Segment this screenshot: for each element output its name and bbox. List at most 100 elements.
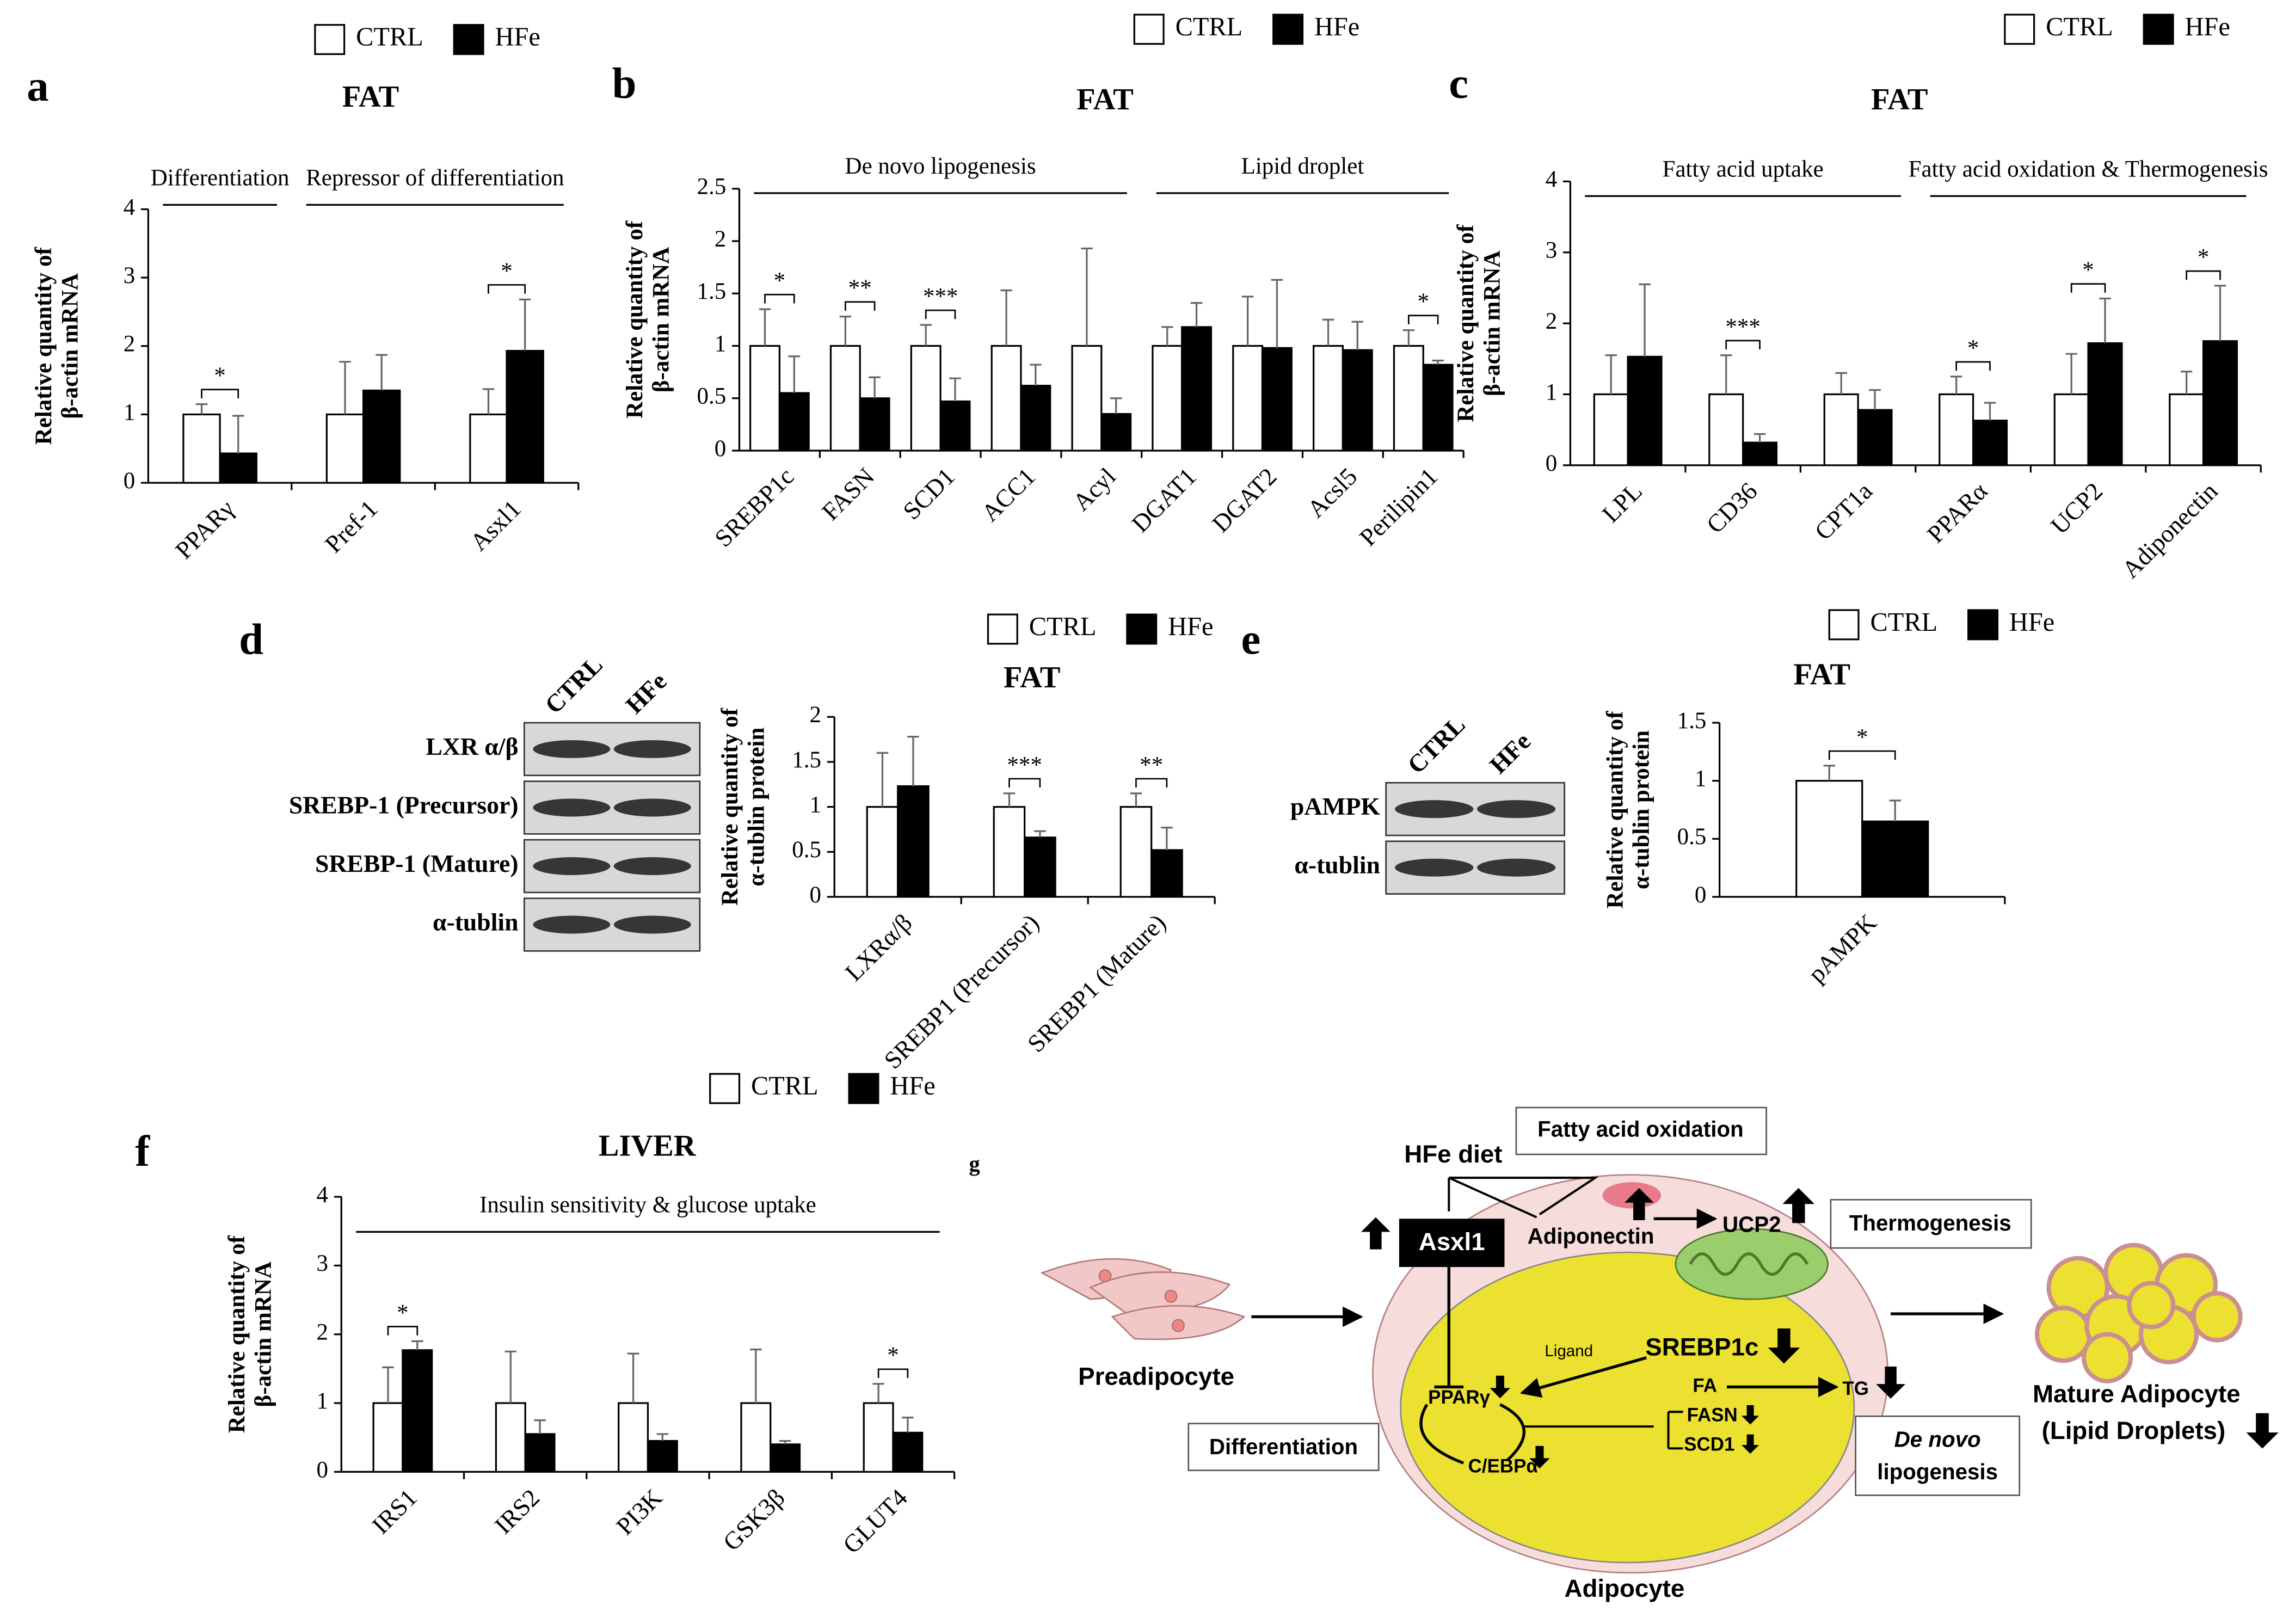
legend-label: HFe bbox=[1168, 612, 1213, 641]
label: UCP2 bbox=[1722, 1211, 1781, 1237]
blot-row-label: SREBP-1 (Mature) bbox=[315, 850, 518, 877]
bar bbox=[1342, 349, 1373, 452]
legend-swatch bbox=[1272, 14, 1304, 45]
y-tick-label: 2 bbox=[317, 1320, 328, 1345]
error-bar bbox=[1161, 827, 1173, 850]
box bbox=[1188, 1423, 1380, 1472]
bar bbox=[506, 349, 544, 484]
blot-band bbox=[613, 740, 691, 758]
x-tick-label: Perilipin1 bbox=[1354, 462, 1443, 551]
error-bar bbox=[2099, 297, 2111, 343]
significance-label: * bbox=[1967, 335, 1979, 361]
legend-swatch bbox=[2004, 14, 2035, 45]
bar bbox=[1261, 347, 1293, 452]
y-tick-label: 0 bbox=[124, 468, 136, 494]
organelle bbox=[1602, 1182, 1662, 1209]
significance-label: ** bbox=[848, 275, 872, 301]
significance-bracket bbox=[1008, 778, 1041, 788]
legend-swatch bbox=[2143, 14, 2174, 45]
lipid-droplet bbox=[1400, 1251, 1855, 1564]
mitochondrion bbox=[1675, 1228, 1829, 1300]
blot-row-label: α-tublin bbox=[1294, 851, 1380, 879]
significance-label: * bbox=[397, 1300, 409, 1326]
x-tick-label: PPARγ bbox=[170, 495, 239, 564]
y-tick-label: 1.5 bbox=[697, 279, 727, 304]
significance-label: ** bbox=[1140, 752, 1163, 778]
error-bar bbox=[1984, 402, 1996, 421]
legend-label: CTRL bbox=[1029, 612, 1097, 641]
group-label: De novo lipogenesis bbox=[845, 153, 1036, 179]
error-bar bbox=[872, 1383, 884, 1404]
x-tick-label: Acyl bbox=[1067, 462, 1121, 516]
chart-title: LIVER bbox=[599, 1129, 697, 1162]
error-bar bbox=[411, 1340, 423, 1350]
blot-band bbox=[613, 857, 691, 875]
legend-label: CTRL bbox=[2046, 13, 2113, 41]
significance-label: * bbox=[774, 268, 786, 294]
significance-label: *** bbox=[1007, 752, 1042, 778]
y-tick-label: 0 bbox=[1695, 882, 1707, 908]
error-bar bbox=[1432, 359, 1444, 365]
y-tick-label: 1 bbox=[1695, 766, 1707, 792]
box bbox=[1855, 1415, 2021, 1496]
y-axis-label: α-tublin protein bbox=[743, 727, 769, 886]
panel-letter: b bbox=[612, 59, 637, 108]
y-axis-label: Relative quantity of bbox=[622, 220, 648, 419]
x-tick-label: ACC1 bbox=[976, 462, 1041, 527]
y-axis-label: β-actin mRNA bbox=[1479, 250, 1505, 396]
bar bbox=[1100, 413, 1132, 452]
blot-band bbox=[533, 798, 611, 817]
legend-label: HFe bbox=[890, 1072, 935, 1100]
legend-label: CTRL bbox=[1176, 13, 1243, 41]
label: Thermogenesis bbox=[1849, 1210, 2011, 1235]
bar bbox=[362, 389, 401, 484]
x-tick-label: UCP2 bbox=[2045, 477, 2108, 539]
bar bbox=[863, 1402, 894, 1473]
bar bbox=[1152, 345, 1183, 452]
significance-bracket bbox=[2186, 270, 2221, 280]
x-tick-label: DGAT2 bbox=[1207, 462, 1282, 537]
error-bar bbox=[907, 736, 919, 786]
significance-label: * bbox=[2082, 257, 2094, 283]
bar bbox=[1020, 385, 1051, 452]
label: Differentiation bbox=[1209, 1434, 1358, 1459]
error-bar bbox=[1639, 283, 1651, 357]
significance-label: *** bbox=[1725, 314, 1761, 340]
bar bbox=[1313, 345, 1344, 452]
label: FA bbox=[1693, 1375, 1717, 1397]
legend-swatch bbox=[848, 1073, 879, 1104]
significance-bracket bbox=[1725, 340, 1761, 350]
label: Preadipocyte bbox=[1078, 1362, 1234, 1390]
label: PPARγ bbox=[1428, 1387, 1490, 1408]
label: Fatty acid oxidation bbox=[1537, 1117, 1744, 1142]
label: SREBP1c bbox=[1645, 1333, 1758, 1361]
blot-row-label: LXR α/β bbox=[426, 733, 518, 760]
bar bbox=[2087, 342, 2123, 466]
x-tick-label: SREBP1 (Mature) bbox=[1022, 908, 1171, 1057]
error-bar bbox=[656, 1433, 669, 1441]
bar bbox=[1857, 409, 1893, 466]
bar bbox=[1708, 393, 1744, 466]
label: C/EBPα bbox=[1468, 1456, 1539, 1477]
group-label: Fatty acid uptake bbox=[1663, 156, 1824, 182]
chart-title: FAT bbox=[1794, 658, 1850, 692]
label: Adiponectin bbox=[1528, 1223, 1654, 1248]
panel-letter: d bbox=[239, 615, 263, 663]
label: SCD1 bbox=[1684, 1434, 1734, 1455]
error-bar bbox=[1081, 247, 1093, 346]
significance-label: * bbox=[2198, 244, 2210, 270]
y-axis-label: β-actin mRNA bbox=[649, 247, 674, 392]
chart-title: FAT bbox=[1076, 83, 1134, 116]
bar bbox=[829, 345, 861, 452]
y-axis-label: α-tublin protein bbox=[1629, 730, 1654, 889]
x-tick-label: SCD1 bbox=[897, 462, 960, 525]
x-tick-label: IRS2 bbox=[489, 1484, 545, 1539]
error-bar bbox=[839, 316, 852, 346]
label: Asxl1 bbox=[1419, 1228, 1485, 1256]
error-bar bbox=[759, 308, 771, 346]
bar bbox=[495, 1402, 526, 1473]
inhibition bbox=[1434, 1267, 1464, 1389]
mature-adipocytes bbox=[2034, 1242, 2243, 1383]
group-label: Differentiation bbox=[151, 165, 290, 191]
